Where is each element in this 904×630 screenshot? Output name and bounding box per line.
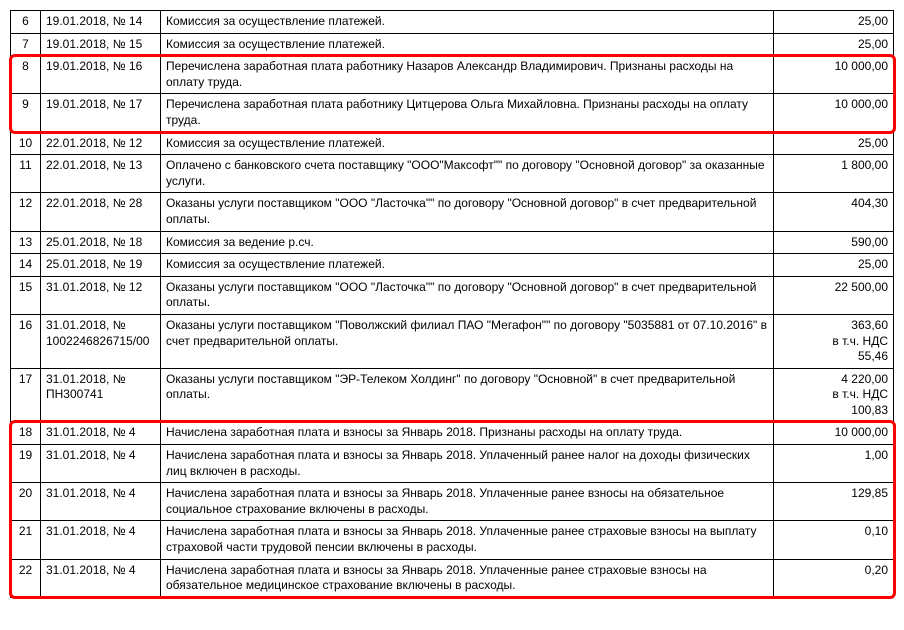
cell-date: 19.01.2018, № 15 [41,33,161,56]
cell-num: 14 [11,254,41,277]
cell-date: 31.01.2018, № 4 [41,559,161,597]
cell-num: 7 [11,33,41,56]
table-row: 819.01.2018, № 16Перечислена заработная … [11,56,894,94]
table-row: 2231.01.2018, № 4Начислена заработная пл… [11,559,894,597]
cell-date: 19.01.2018, № 17 [41,94,161,132]
cell-date: 31.01.2018, № 4 [41,483,161,521]
cell-date: 25.01.2018, № 18 [41,231,161,254]
table-row: 1831.01.2018, № 4Начислена заработная пл… [11,422,894,445]
cell-desc: Комиссия за ведение р.сч. [161,231,774,254]
table-row: 2031.01.2018, № 4Начислена заработная пл… [11,483,894,521]
table-row: 2131.01.2018, № 4Начислена заработная пл… [11,521,894,559]
cell-amount: 25,00 [774,254,894,277]
cell-num: 10 [11,132,41,155]
cell-num: 12 [11,193,41,231]
table-row: 1731.01.2018, № ПН300741Оказаны услуги п… [11,368,894,422]
table-row: 1931.01.2018, № 4Начислена заработная пл… [11,445,894,483]
cell-date: 31.01.2018, № 12 [41,276,161,314]
table-row: 919.01.2018, № 17Перечислена заработная … [11,94,894,132]
cell-num: 17 [11,368,41,422]
cell-desc: Комиссия за осуществление платежей. [161,254,774,277]
cell-desc: Начислена заработная плата и взносы за Я… [161,559,774,597]
cell-date: 31.01.2018, № 4 [41,521,161,559]
table-row: 719.01.2018, № 15Комиссия за осуществлен… [11,33,894,56]
cell-amount: 10 000,00 [774,56,894,94]
cell-num: 11 [11,155,41,193]
cell-date: 31.01.2018, № 4 [41,445,161,483]
table-row: 1631.01.2018, № 1002246826715/00Оказаны … [11,314,894,368]
cell-num: 20 [11,483,41,521]
cell-amount: 25,00 [774,132,894,155]
cell-desc: Перечислена заработная плата работнику Н… [161,56,774,94]
table-row: 1222.01.2018, № 28Оказаны услуги поставщ… [11,193,894,231]
cell-num: 22 [11,559,41,597]
cell-date: 22.01.2018, № 12 [41,132,161,155]
cell-date: 19.01.2018, № 14 [41,11,161,34]
cell-desc: Оплачено с банковского счета поставщику … [161,155,774,193]
cell-amount: 0,10 [774,521,894,559]
table-row: 1531.01.2018, № 12Оказаны услуги поставщ… [11,276,894,314]
cell-desc: Начислена заработная плата и взносы за Я… [161,445,774,483]
cell-amount: 10 000,00 [774,94,894,132]
ledger-table: 619.01.2018, № 14Комиссия за осуществлен… [10,10,894,598]
cell-amount: 363,60в т.ч. НДС55,46 [774,314,894,368]
cell-amount: 404,30 [774,193,894,231]
cell-num: 6 [11,11,41,34]
cell-desc: Оказаны услуги поставщиком "Поволжский ф… [161,314,774,368]
cell-date: 31.01.2018, № 4 [41,422,161,445]
cell-date: 31.01.2018, № ПН300741 [41,368,161,422]
cell-desc: Начислена заработная плата и взносы за Я… [161,483,774,521]
cell-desc: Комиссия за осуществление платежей. [161,33,774,56]
cell-num: 19 [11,445,41,483]
cell-amount: 1,00 [774,445,894,483]
cell-desc: Начислена заработная плата и взносы за Я… [161,422,774,445]
cell-desc: Комиссия за осуществление платежей. [161,132,774,155]
table-row: 619.01.2018, № 14Комиссия за осуществлен… [11,11,894,34]
cell-date: 22.01.2018, № 28 [41,193,161,231]
cell-amount: 1 800,00 [774,155,894,193]
table-row: 1022.01.2018, № 12Комиссия за осуществле… [11,132,894,155]
cell-amount: 0,20 [774,559,894,597]
table-row: 1122.01.2018, № 13Оплачено с банковского… [11,155,894,193]
cell-desc: Оказаны услуги поставщиком "ЭР-Телеком Х… [161,368,774,422]
cell-amount: 129,85 [774,483,894,521]
cell-date: 22.01.2018, № 13 [41,155,161,193]
cell-desc: Комиссия за осуществление платежей. [161,11,774,34]
cell-amount: 22 500,00 [774,276,894,314]
cell-desc: Начислена заработная плата и взносы за Я… [161,521,774,559]
cell-date: 25.01.2018, № 19 [41,254,161,277]
cell-num: 18 [11,422,41,445]
cell-num: 13 [11,231,41,254]
cell-num: 16 [11,314,41,368]
cell-num: 9 [11,94,41,132]
cell-amount: 10 000,00 [774,422,894,445]
cell-desc: Перечислена заработная плата работнику Ц… [161,94,774,132]
cell-amount: 4 220,00в т.ч. НДС100,83 [774,368,894,422]
cell-num: 15 [11,276,41,314]
cell-date: 31.01.2018, № 1002246826715/00 [41,314,161,368]
cell-date: 19.01.2018, № 16 [41,56,161,94]
cell-num: 8 [11,56,41,94]
ledger-wrapper: 619.01.2018, № 14Комиссия за осуществлен… [10,10,894,598]
cell-amount: 590,00 [774,231,894,254]
table-row: 1425.01.2018, № 19Комиссия за осуществле… [11,254,894,277]
cell-desc: Оказаны услуги поставщиком "ООО "Ласточк… [161,276,774,314]
cell-num: 21 [11,521,41,559]
cell-amount: 25,00 [774,11,894,34]
table-row: 1325.01.2018, № 18Комиссия за ведение р.… [11,231,894,254]
cell-amount: 25,00 [774,33,894,56]
cell-desc: Оказаны услуги поставщиком "ООО "Ласточк… [161,193,774,231]
